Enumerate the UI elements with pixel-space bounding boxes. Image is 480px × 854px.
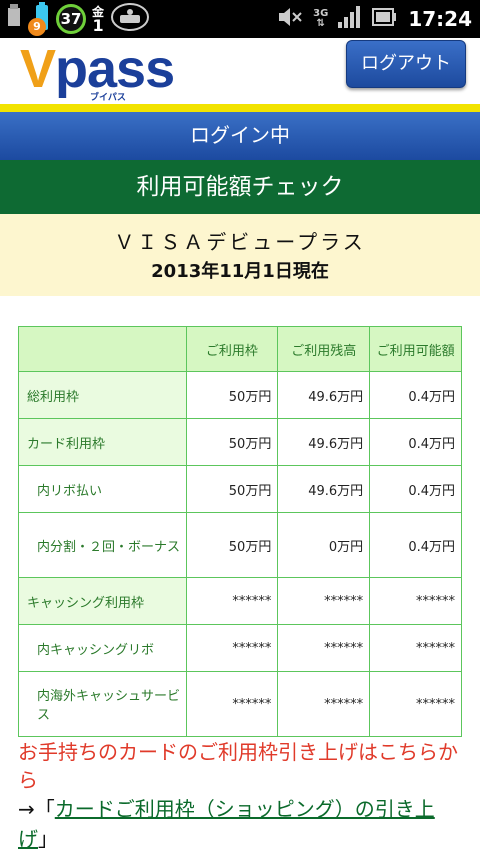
table-header-limit: ご利用枠 <box>185 326 279 372</box>
row-available: ****** <box>369 577 462 625</box>
row-balance: ****** <box>277 671 371 737</box>
row-limit: 50万円 <box>185 418 279 466</box>
row-label: 総利用枠 <box>18 371 187 419</box>
page-title: 利用可能額チェック <box>0 160 480 214</box>
card-name: ＶＩＳＡデビュープラス <box>114 230 366 254</box>
row-balance: 0万円 <box>277 512 371 578</box>
logout-button[interactable]: ログアウト <box>346 40 466 88</box>
logo-wordmark: Vpass <box>20 38 175 100</box>
network-type-indicator: 3G ⇅ <box>313 8 329 29</box>
row-label: 内分割・２回・ボーナス <box>18 512 187 578</box>
row-label: カード利用枠 <box>18 418 187 466</box>
signal-icon <box>338 6 362 32</box>
table-row: キャッシング利用枠 ****** ****** ****** <box>18 577 462 625</box>
row-available: 0.4万円 <box>369 418 462 466</box>
table-row: 内リボ払い 50万円 49.6万円 0.4万円 <box>18 465 462 513</box>
status-bar-left: 9 37 金 1 <box>4 2 150 36</box>
credit-limit-table: ご利用枠 ご利用残高 ご利用可能額 総利用枠 50万円 49.6万円 0.4万円… <box>18 326 462 737</box>
arrow-prefix: →「 <box>18 797 55 821</box>
row-balance: 49.6万円 <box>277 418 371 466</box>
row-available: 0.4万円 <box>369 371 462 419</box>
logo-letters-pass: pass <box>55 39 175 99</box>
table-row: カード利用枠 50万円 49.6万円 0.4万円 <box>18 418 462 466</box>
limit-raise-notice: お手持ちのカードのご利用枠引き上げはこちらから <box>18 740 458 792</box>
as-of-date: 2013年11月1日現在 <box>151 261 329 282</box>
notification-count-badge: 9 <box>28 18 46 36</box>
app-header: Vpass ブイパス ログアウト <box>0 38 480 108</box>
counter-circle-icon: 37 <box>56 4 86 34</box>
row-available: 0.4万円 <box>369 465 462 513</box>
row-label: キャッシング利用枠 <box>18 577 187 625</box>
table-header-balance: ご利用残高 <box>277 326 371 372</box>
row-limit: 50万円 <box>185 371 279 419</box>
table-row: 内分割・２回・ボーナス 50万円 0万円 0.4万円 <box>18 512 462 578</box>
row-balance: ****** <box>277 577 371 625</box>
row-label: 内海外キャッシュサービス <box>18 671 187 737</box>
usb-icon <box>4 2 28 36</box>
voicemail-icon <box>110 2 150 36</box>
table-header-row: ご利用枠 ご利用残高 ご利用可能額 <box>18 326 462 372</box>
link-suffix: 」 <box>38 827 58 851</box>
header-accent-stripe <box>0 104 480 112</box>
row-limit: 50万円 <box>185 465 279 513</box>
status-bar: 9 37 金 1 3G ⇅ <box>0 0 480 38</box>
card-info-panel: ＶＩＳＡデビュープラス 2013年11月1日現在 <box>0 214 480 296</box>
network-type-label: 3G <box>313 8 329 19</box>
table-row: 総利用枠 50万円 49.6万円 0.4万円 <box>18 371 462 419</box>
row-available: ****** <box>369 624 462 672</box>
calendar-date: 1 <box>92 16 104 35</box>
calendar-day-label: 金 <box>92 5 105 19</box>
status-bar-right: 3G ⇅ 17:24 <box>277 2 472 36</box>
limit-raise-link-line: →「カードご利用枠（ショッピング）の引き上げ」 <box>18 794 466 854</box>
mute-icon <box>277 5 303 33</box>
table-header-available: ご利用可能額 <box>369 326 462 372</box>
table-row: 内海外キャッシュサービス ****** ****** ****** <box>18 671 462 737</box>
row-available: 0.4万円 <box>369 512 462 578</box>
vpass-logo[interactable]: Vpass ブイパス <box>20 39 180 103</box>
row-available: ****** <box>369 671 462 737</box>
row-limit: 50万円 <box>185 512 279 578</box>
table-header-empty <box>18 326 187 372</box>
table-row: 内キャッシングリボ ****** ****** ****** <box>18 624 462 672</box>
row-label: 内リボ払い <box>18 465 187 513</box>
battery-icon <box>372 7 398 31</box>
row-balance: 49.6万円 <box>277 465 371 513</box>
logo-subtitle: ブイパス <box>90 93 126 103</box>
row-label: 内キャッシングリボ <box>18 624 187 672</box>
row-limit: ****** <box>185 624 279 672</box>
calendar-icon: 金 1 <box>92 5 105 35</box>
row-balance: ****** <box>277 624 371 672</box>
row-limit: ****** <box>185 671 279 737</box>
login-status-bar: ログイン中 <box>0 112 480 160</box>
clock: 17:24 <box>408 7 472 31</box>
logo-letter-v: V <box>20 39 56 99</box>
row-limit: ****** <box>185 577 279 625</box>
row-balance: 49.6万円 <box>277 371 371 419</box>
limit-raise-link[interactable]: カードご利用枠（ショッピング）の引き上げ <box>18 797 435 851</box>
